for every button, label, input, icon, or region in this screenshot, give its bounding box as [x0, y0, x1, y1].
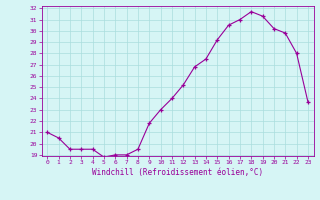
X-axis label: Windchill (Refroidissement éolien,°C): Windchill (Refroidissement éolien,°C) [92, 168, 263, 177]
